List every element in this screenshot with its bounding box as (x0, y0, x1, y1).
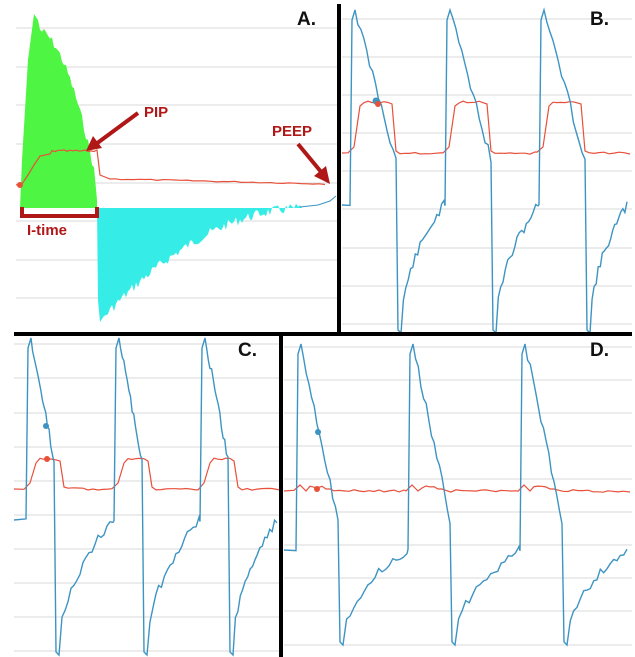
pip-annotation: PIP (86, 104, 168, 151)
peep-annotation: PEEP (272, 123, 330, 184)
panel-a-letter: A. (297, 9, 316, 30)
panel-d-letter: D. (590, 340, 609, 361)
peep-arrow-head (314, 166, 330, 184)
pip-arrow-shaft (94, 111, 140, 146)
panel-c-letter: C. (238, 340, 257, 361)
pip-arrow-head (86, 136, 102, 151)
panel-c-flow-marker (43, 423, 49, 429)
panel-b-pressure-curve (341, 100, 631, 155)
panel-b-flow-curve (341, 7, 628, 335)
i-time-bracket (20, 207, 99, 218)
panel-c-pressure-marker (44, 456, 50, 462)
panel-d-flow-curve (283, 343, 628, 647)
panel-a-pressure-curve (15, 149, 326, 186)
panel-a-expiratory-flow-area (97, 203, 302, 322)
pip-label: PIP (144, 104, 168, 121)
peep-arrow-shaft (296, 142, 324, 175)
i-time-annotation: I-time (20, 207, 99, 239)
panel-c-pressure-curve (13, 457, 281, 491)
panel-a-flow-curve (299, 195, 337, 208)
panel-d-pressure-marker (314, 486, 320, 492)
panel-d-flow-marker (315, 429, 321, 435)
i-time-label: I-time (27, 222, 67, 239)
panel-b-pressure-marker (375, 101, 381, 107)
panel-b-letter: B. (590, 9, 609, 30)
panel-c-flow-curve (13, 337, 278, 657)
panel-a-start-marker (17, 182, 23, 188)
panel-dividers (14, 4, 632, 657)
gridlines (14, 18, 632, 652)
peep-label: PEEP (272, 123, 312, 140)
panel-d-pressure-curve (283, 484, 631, 493)
panel-a-inspiratory-flow-area (20, 14, 97, 208)
